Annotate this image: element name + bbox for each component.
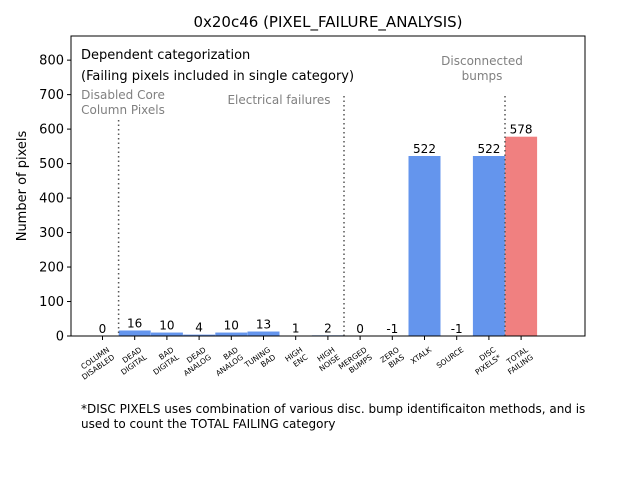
footnote-line: *DISC PIXELS uses combination of various… [81, 402, 585, 416]
group-label-line: Disconnected [441, 54, 523, 68]
bar [183, 334, 216, 336]
y-tick-label: 200 [39, 261, 64, 276]
group-label-electrical: Electrical failures [227, 93, 330, 107]
footnote: *DISC PIXELS uses combination of various… [81, 402, 585, 431]
value-label: 578 [510, 123, 533, 137]
value-label: 522 [413, 142, 436, 156]
bar [505, 136, 538, 336]
group-label-line: Electrical failures [227, 93, 330, 107]
y-tick-label: 800 [39, 54, 64, 69]
y-tick-label: 500 [39, 157, 64, 172]
y-axis-label: Number of pixels [15, 130, 30, 241]
categorization-subtitle: (Failing pixels included in single categ… [81, 69, 354, 84]
footnote-line: used to count the TOTAL FAILING category [81, 417, 336, 431]
group-label-line: Column Pixels [81, 103, 165, 117]
x-tick-label: SOURCE [435, 345, 466, 370]
value-labels: 0 16 10 4 10 13 1 2 0 -1 522 -1 522 578 [99, 123, 533, 336]
value-label: 4 [195, 321, 203, 335]
bars [118, 136, 538, 337]
y-tick-label: 100 [39, 295, 64, 310]
x-tick-label: XTALK [409, 345, 434, 366]
bar [150, 332, 183, 336]
value-label: -1 [451, 322, 463, 336]
value-label: 10 [159, 319, 174, 333]
value-label: 0 [356, 322, 364, 336]
value-label: -1 [386, 322, 398, 336]
value-label: 16 [127, 316, 142, 330]
value-label: 13 [256, 318, 271, 332]
categorization-title: Dependent categorization [81, 48, 250, 63]
value-label: 2 [324, 321, 332, 335]
y-tick-label: 400 [39, 192, 64, 207]
bar [408, 156, 441, 336]
bar [118, 330, 151, 336]
x-tick-label-line: XTALK [409, 345, 434, 366]
x-tick-label-line: SOURCE [435, 345, 466, 370]
bar [247, 331, 280, 336]
group-separators [117, 96, 506, 336]
y-tick-label: 300 [39, 226, 64, 241]
bar [472, 156, 505, 336]
group-label-line: bumps [462, 69, 503, 83]
group-label-line: Disabled Core [81, 88, 165, 102]
y-tick-label: 600 [39, 123, 64, 138]
value-label: 1 [292, 322, 300, 336]
chart-title: 0x20c46 (PIXEL_FAILURE_ANALYSIS) [193, 13, 462, 32]
value-label: 10 [224, 319, 239, 333]
value-label: 0 [99, 322, 107, 336]
plot-frame [70, 35, 586, 337]
bar [215, 332, 248, 336]
y-tick-label: 700 [39, 88, 64, 103]
y-tick-label: 0 [56, 330, 64, 345]
value-label: 522 [477, 142, 500, 156]
y-axis-ticks: 0 100 200 300 400 500 600 700 800 [39, 54, 71, 345]
